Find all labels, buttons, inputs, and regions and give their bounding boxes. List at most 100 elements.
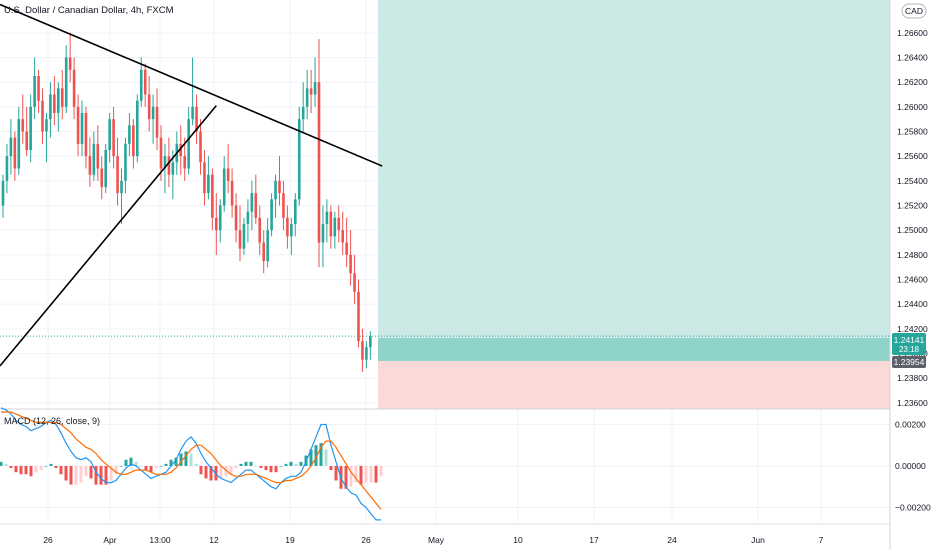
candle-body bbox=[238, 230, 242, 249]
profit-target-zone[interactable] bbox=[378, 0, 890, 361]
candle bbox=[222, 156, 226, 212]
candle-body bbox=[317, 82, 321, 243]
macd-histogram-bar bbox=[79, 465, 83, 483]
candle-body bbox=[222, 168, 226, 206]
candle bbox=[132, 119, 135, 169]
candle bbox=[64, 45, 68, 113]
macd-histogram-bar bbox=[179, 453, 183, 466]
macd-histogram-bar bbox=[49, 463, 53, 466]
candle bbox=[147, 76, 151, 132]
macd-histogram-bar bbox=[84, 465, 88, 477]
macd-histogram-bar bbox=[54, 465, 58, 469]
candle-body bbox=[234, 205, 238, 231]
candle bbox=[84, 106, 88, 169]
macd-histogram bbox=[0, 443, 383, 489]
macd-histogram-bar bbox=[14, 465, 18, 473]
candle-body bbox=[9, 137, 13, 157]
candle-body bbox=[183, 156, 186, 169]
candle bbox=[96, 125, 100, 181]
candle bbox=[57, 82, 60, 132]
candle-body bbox=[128, 125, 131, 144]
macd-histogram-bar bbox=[289, 461, 293, 466]
candle-body bbox=[345, 242, 348, 255]
candle-body bbox=[270, 199, 273, 231]
candle-body bbox=[21, 119, 25, 132]
macd-histogram-bar bbox=[34, 465, 38, 473]
candle bbox=[191, 57, 194, 126]
macd-histogram-bar bbox=[234, 465, 238, 469]
currency-badge[interactable]: CAD bbox=[901, 3, 927, 19]
macd-histogram-bar bbox=[199, 465, 203, 475]
macd-histogram-bar bbox=[324, 449, 328, 466]
macd-tick-label: 0.00000 bbox=[895, 461, 926, 471]
candle-body bbox=[88, 156, 92, 175]
macd-histogram-bar bbox=[4, 463, 8, 466]
candle-body bbox=[250, 193, 254, 212]
candle bbox=[226, 143, 230, 194]
candle-body bbox=[72, 69, 76, 107]
candle-body bbox=[301, 106, 305, 120]
macd-histogram-bar bbox=[309, 449, 313, 466]
price-tick-label: 1.25000 bbox=[897, 225, 928, 235]
candle bbox=[155, 88, 159, 150]
candle-body bbox=[116, 156, 119, 194]
candle-body bbox=[76, 106, 80, 144]
candle-body bbox=[49, 94, 52, 120]
candle bbox=[92, 131, 96, 181]
trendlines[interactable] bbox=[0, 3, 383, 367]
macd-histogram-bar bbox=[64, 465, 68, 481]
candle-body bbox=[60, 88, 64, 107]
candle bbox=[25, 106, 28, 157]
candle bbox=[250, 180, 254, 231]
macd-scale[interactable]: 0.00200 0.00000 −0.00200 bbox=[895, 419, 931, 512]
candle-body bbox=[167, 156, 171, 175]
candle-body bbox=[207, 174, 210, 194]
macd-histogram-bar bbox=[329, 465, 333, 471]
trendline[interactable] bbox=[0, 3, 383, 167]
candle-body bbox=[274, 180, 277, 200]
candle bbox=[234, 193, 238, 243]
candle-body bbox=[136, 100, 139, 157]
price-tick-label: 1.26000 bbox=[897, 102, 928, 112]
trendline[interactable] bbox=[0, 105, 217, 367]
macd-histogram-bar bbox=[124, 459, 128, 466]
price-tick-label: 1.26600 bbox=[897, 28, 928, 38]
price-tick-label: 1.25800 bbox=[897, 127, 928, 137]
time-tick-label: 10 bbox=[513, 535, 523, 545]
candle-body bbox=[286, 217, 289, 237]
stop-loss-zone[interactable] bbox=[378, 361, 890, 409]
candle-body bbox=[195, 106, 198, 132]
candle-body bbox=[112, 119, 115, 157]
candle bbox=[60, 69, 64, 120]
macd-histogram-bar bbox=[189, 453, 193, 466]
candle bbox=[345, 217, 348, 268]
open-position-band bbox=[378, 338, 890, 361]
candle-body bbox=[155, 106, 159, 138]
macd-histogram-bar bbox=[224, 465, 228, 477]
candle-body bbox=[147, 94, 151, 120]
time-tick-label: May bbox=[428, 535, 445, 545]
macd-histogram-bar bbox=[0, 461, 3, 466]
time-axis[interactable]: 26 Apr 13:00 12 19 26 May 10 17 24 Jun 7 bbox=[43, 535, 823, 545]
candle bbox=[365, 341, 368, 369]
candle bbox=[325, 199, 329, 243]
candle bbox=[215, 193, 218, 255]
candle bbox=[349, 230, 352, 286]
candle bbox=[321, 205, 325, 268]
candle bbox=[37, 69, 40, 113]
candle bbox=[242, 217, 246, 255]
candle-body bbox=[349, 254, 352, 274]
macd-histogram-bar bbox=[139, 465, 143, 467]
candle-body bbox=[53, 94, 56, 113]
candle bbox=[13, 131, 17, 181]
currency-badge-label: CAD bbox=[905, 6, 923, 16]
candle bbox=[258, 205, 262, 255]
candle-body bbox=[17, 119, 21, 169]
price-tick-label: 1.25200 bbox=[897, 201, 928, 211]
candle bbox=[218, 199, 222, 243]
macd-histogram-bar bbox=[9, 465, 13, 469]
candle bbox=[187, 106, 190, 175]
candle bbox=[290, 217, 293, 255]
macd-indicator-title: MACD (12, 26, close, 9) bbox=[4, 416, 100, 426]
